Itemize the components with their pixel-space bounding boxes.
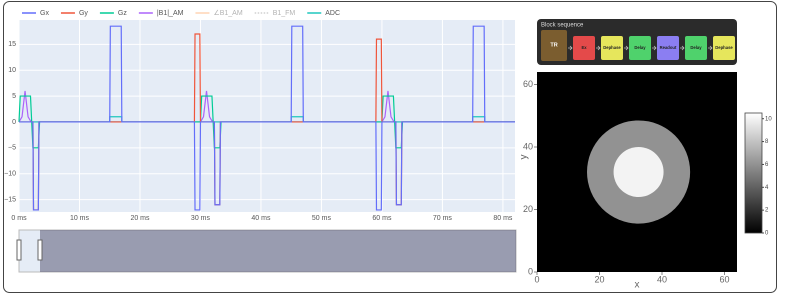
colorbar bbox=[744, 112, 763, 234]
x-tick-label: 50 ms bbox=[312, 215, 332, 222]
series-line bbox=[19, 116, 515, 123]
block-panel-title: Block sequence bbox=[541, 23, 584, 29]
block[interactable]: Dephase bbox=[601, 36, 623, 60]
range-handle[interactable] bbox=[16, 239, 22, 261]
x-tick-label: 10 ms bbox=[70, 215, 90, 222]
x-axis-label: x bbox=[635, 280, 640, 291]
colorbar-label: 10 bbox=[765, 116, 772, 122]
range-slider-mask bbox=[40, 230, 516, 272]
block[interactable]: Ex bbox=[573, 36, 595, 60]
colorbar-label: 0 bbox=[765, 231, 769, 237]
block[interactable]: Delay bbox=[685, 36, 707, 60]
block[interactable]: TR bbox=[541, 30, 567, 61]
block-box bbox=[685, 36, 707, 60]
legend-label: ADC bbox=[325, 10, 340, 17]
x-tick-label: 70 ms bbox=[433, 215, 453, 222]
y-tick-label: 20 bbox=[523, 204, 533, 214]
range-slider[interactable] bbox=[18, 229, 517, 273]
plot-area bbox=[19, 20, 515, 212]
y-tick-label: 40 bbox=[523, 141, 533, 151]
block-arrow bbox=[708, 45, 713, 51]
block-arrow bbox=[596, 45, 601, 51]
y-tick-label: −5 bbox=[8, 145, 16, 152]
legend-label: B1_FM bbox=[273, 10, 296, 17]
legend-item[interactable]: B1_FM bbox=[254, 10, 296, 17]
heatmap-region bbox=[613, 147, 664, 197]
block-label: Delay bbox=[634, 45, 646, 50]
y-tick-label: −10 bbox=[4, 171, 16, 178]
block-box bbox=[657, 36, 679, 60]
x-tick-label: 80 ms bbox=[493, 215, 513, 222]
block-label: Delay bbox=[690, 45, 702, 50]
block[interactable]: Readout bbox=[657, 36, 679, 60]
legend-label: |B1|_AM bbox=[157, 10, 184, 17]
block-label: Ex bbox=[581, 45, 587, 50]
block-box bbox=[573, 36, 595, 60]
y-tick-label: 60 bbox=[523, 79, 533, 89]
regions bbox=[587, 120, 691, 224]
y-tick-label: 0 bbox=[12, 119, 16, 126]
y-tick-label: 15 bbox=[8, 41, 16, 48]
y-tick-label: 0 bbox=[528, 266, 533, 276]
heatmap: 0 20 40 60 0 20 40 60 x y 0 2 4 6 8 10 bbox=[519, 72, 772, 291]
legend-label: Gy bbox=[79, 10, 88, 17]
x-tick-label: 20 ms bbox=[130, 215, 150, 222]
block-label: Dephase bbox=[603, 45, 621, 50]
legend-item[interactable]: ∠B1_AM bbox=[195, 9, 243, 17]
block-sequence: TR Ex Dephase Delay Readout Delay Dephase bbox=[541, 30, 735, 61]
y-tick-label: 5 bbox=[12, 93, 16, 100]
y-tick-label: 10 bbox=[8, 67, 16, 74]
x-tick-label: 40 bbox=[657, 274, 667, 284]
colorbar-label: 8 bbox=[765, 139, 769, 145]
y-axis-label: y bbox=[519, 155, 530, 160]
legend-item[interactable]: Gz bbox=[99, 10, 127, 17]
block-box bbox=[713, 36, 735, 60]
block-arrow bbox=[652, 45, 657, 51]
block-box bbox=[601, 36, 623, 60]
block-label: Readout bbox=[660, 45, 677, 50]
block-arrow bbox=[680, 45, 685, 51]
legend-label: Gx bbox=[40, 10, 49, 17]
legend-item[interactable]: ADC bbox=[307, 10, 340, 17]
legend-item[interactable]: Gy bbox=[60, 10, 88, 17]
block[interactable]: Dephase bbox=[713, 36, 735, 60]
block-box bbox=[629, 36, 651, 60]
legend-item[interactable]: |B1|_AM bbox=[138, 10, 184, 17]
x-tick-label: 60 ms bbox=[372, 215, 392, 222]
block[interactable]: Delay bbox=[629, 36, 651, 60]
colorbar-label: 6 bbox=[765, 162, 769, 168]
block-arrow bbox=[624, 45, 629, 51]
legend-label: ∠B1_AM bbox=[213, 9, 242, 17]
series-line bbox=[19, 25, 515, 211]
block-label: Dephase bbox=[715, 45, 733, 50]
y-tick-label: −15 bbox=[4, 196, 16, 203]
block-box bbox=[541, 30, 567, 61]
legend-item[interactable]: Gx bbox=[22, 10, 49, 17]
block-label: TR bbox=[550, 42, 557, 48]
x-tick-label: 30 ms bbox=[191, 215, 211, 222]
x-tick-label: 0 ms bbox=[11, 215, 27, 222]
x-tick-label: 40 ms bbox=[251, 215, 271, 222]
colorbar-label: 4 bbox=[765, 185, 769, 191]
range-handle[interactable] bbox=[37, 239, 43, 261]
x-tick-label: 20 bbox=[594, 274, 604, 284]
x-tick-label: 0 bbox=[534, 274, 539, 284]
line-plot: 15 10 5 0 −5 −10 −15 0 ms 10 ms 20 ms 30 ms 40 ms 50… bbox=[4, 9, 515, 222]
legend-label: Gz bbox=[118, 10, 127, 17]
block-arrow bbox=[568, 45, 573, 51]
colorbar-label: 2 bbox=[765, 208, 769, 214]
x-tick-label: 60 bbox=[719, 274, 729, 284]
